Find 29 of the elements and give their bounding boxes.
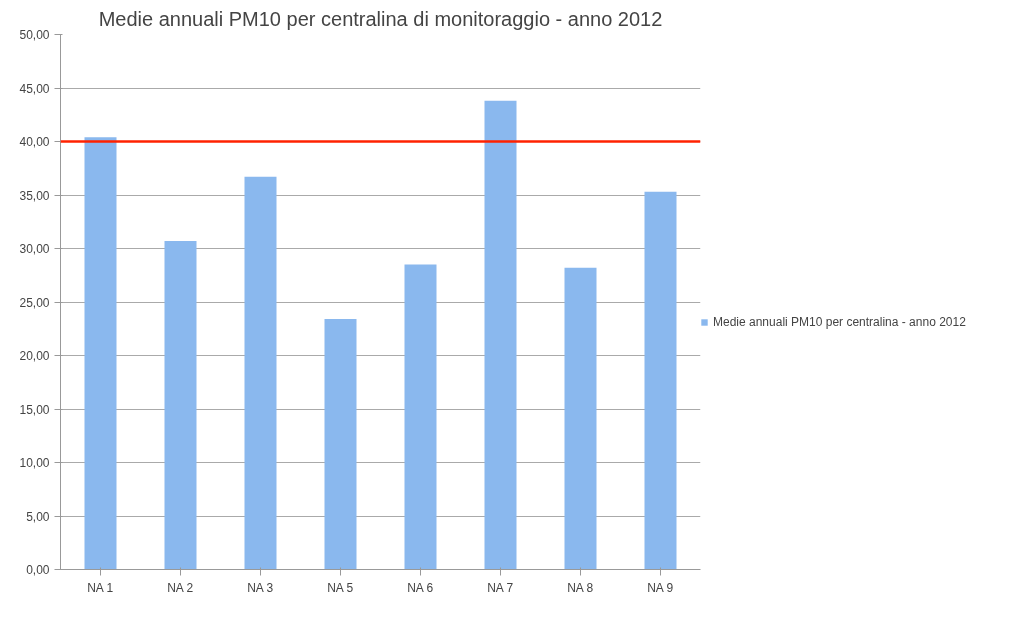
bar: [244, 176, 277, 570]
x-tick-label: NA 8: [567, 580, 594, 595]
bar: [644, 191, 677, 570]
y-tick-label: 0,00: [26, 563, 50, 577]
x-tick-label: NA 1: [87, 580, 114, 595]
y-tick-label: 5,00: [26, 509, 50, 524]
y-tick-label: 15,00: [19, 402, 50, 417]
chart-title: Medie annuali PM10 per centralina di monitoraggio - anno 2012: [98, 7, 663, 30]
bar: [164, 241, 197, 570]
x-tick-label: NA 9: [647, 580, 674, 595]
y-tick-label: 40,00: [19, 135, 50, 149]
x-tick-label: NA 6: [407, 580, 434, 595]
y-tick-label: 20,00: [19, 349, 50, 363]
legend-label: Medie annuali PM10 per centralina - anno 2012: [713, 315, 966, 329]
y-tick-label: 50,00: [19, 28, 50, 42]
y-tick-label: 25,00: [19, 295, 50, 310]
x-tick-label: NA 5: [327, 580, 354, 595]
bar: [564, 267, 597, 570]
bar: [84, 137, 117, 570]
bar: [404, 264, 437, 570]
x-tick-label: NA 7: [487, 580, 514, 595]
y-tick-label: 45,00: [19, 81, 50, 96]
x-tick-label: NA 3: [247, 580, 274, 595]
y-tick-label: 10,00: [19, 456, 50, 470]
y-tick-label: 30,00: [19, 242, 50, 256]
bar: [484, 100, 517, 570]
x-tick-label: NA 2: [167, 580, 194, 595]
bar: [324, 319, 357, 570]
y-tick-label: 35,00: [19, 188, 50, 203]
